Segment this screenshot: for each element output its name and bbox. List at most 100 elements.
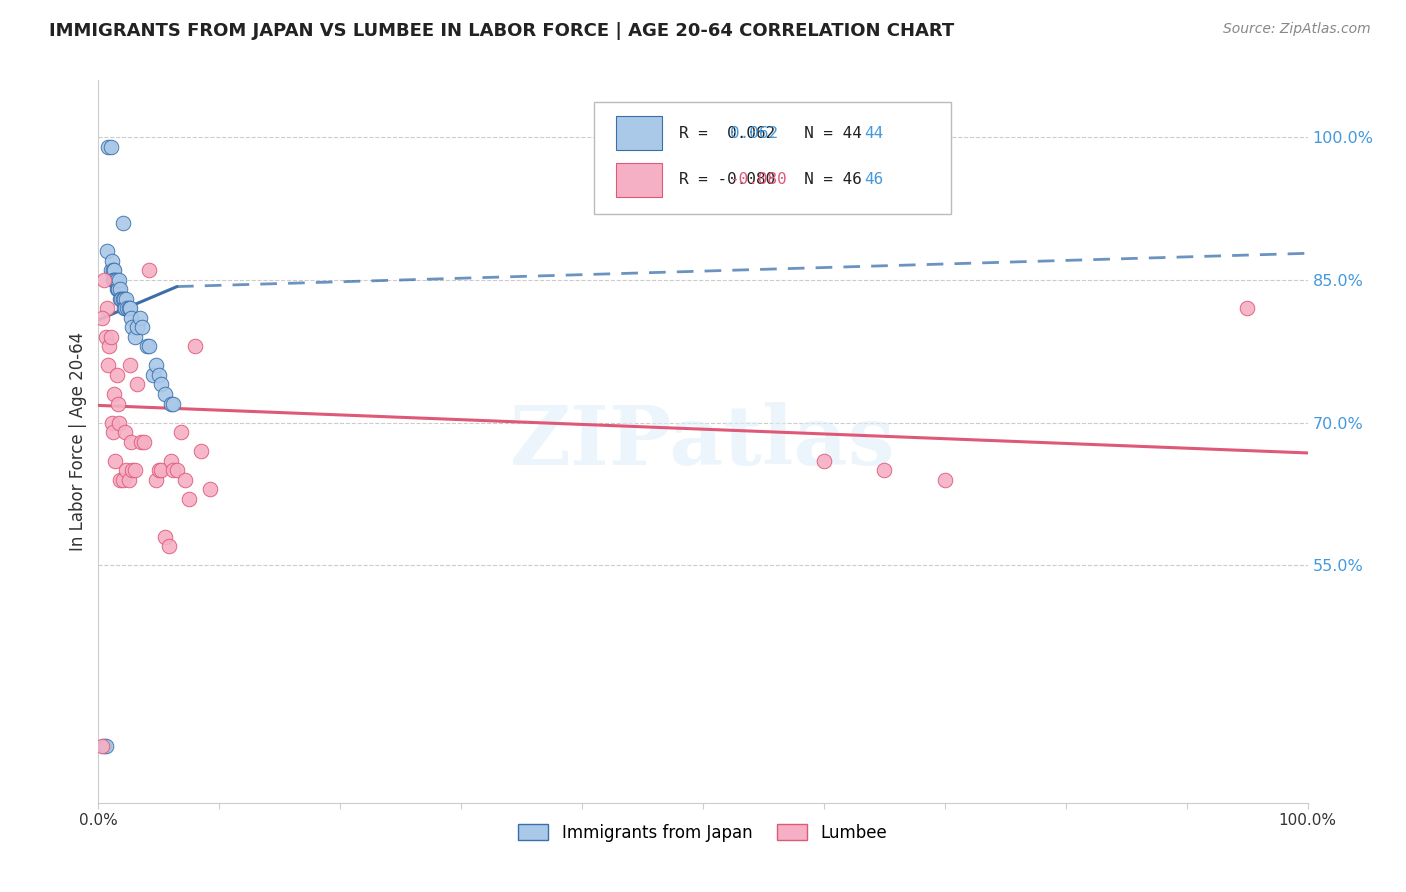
- Text: R = -0.080   N = 46: R = -0.080 N = 46: [679, 172, 862, 187]
- Y-axis label: In Labor Force | Age 20-64: In Labor Force | Age 20-64: [69, 332, 87, 551]
- Point: [112, 292, 135, 306]
- Text: 0.062: 0.062: [730, 126, 778, 141]
- Point: [97, 140, 120, 154]
- Point: [813, 453, 835, 467]
- Point: [124, 330, 146, 344]
- Point: [97, 359, 120, 373]
- Point: [108, 416, 131, 430]
- Point: [153, 387, 176, 401]
- Text: R =  0.062   N = 44: R = 0.062 N = 44: [679, 126, 862, 141]
- Point: [118, 473, 141, 487]
- Point: [100, 140, 122, 154]
- FancyBboxPatch shape: [595, 102, 950, 214]
- Point: [108, 273, 131, 287]
- Point: [124, 463, 146, 477]
- Point: [135, 339, 157, 353]
- Point: [111, 292, 134, 306]
- Point: [142, 368, 165, 382]
- Point: [150, 377, 173, 392]
- Point: [101, 263, 124, 277]
- Point: [169, 425, 191, 439]
- Point: [873, 463, 896, 477]
- Point: [162, 463, 184, 477]
- Text: -0.080: -0.080: [730, 172, 787, 187]
- Point: [118, 301, 141, 316]
- Point: [115, 463, 138, 477]
- Point: [107, 282, 129, 296]
- Point: [101, 425, 124, 439]
- Point: [127, 377, 149, 392]
- Point: [111, 473, 134, 487]
- Point: [157, 539, 180, 553]
- Text: ZIPatlas: ZIPatlas: [510, 401, 896, 482]
- Point: [117, 301, 139, 316]
- Point: [104, 273, 127, 287]
- Point: [145, 359, 167, 373]
- Point: [934, 473, 956, 487]
- Point: [148, 463, 170, 477]
- Point: [93, 273, 115, 287]
- Point: [100, 253, 122, 268]
- Point: [131, 320, 153, 334]
- Point: [121, 463, 143, 477]
- Point: [184, 339, 207, 353]
- Point: [145, 473, 167, 487]
- Point: [138, 339, 160, 353]
- Point: [138, 263, 160, 277]
- Point: [120, 434, 142, 449]
- Point: [150, 463, 173, 477]
- Point: [93, 739, 115, 753]
- Point: [96, 244, 118, 259]
- Point: [198, 482, 221, 496]
- Point: [96, 301, 118, 316]
- Point: [115, 292, 138, 306]
- Point: [128, 310, 150, 325]
- Point: [108, 292, 131, 306]
- Point: [110, 292, 132, 306]
- Point: [108, 282, 131, 296]
- Point: [107, 396, 129, 410]
- Point: [91, 739, 114, 753]
- Point: [91, 310, 114, 325]
- Point: [120, 310, 142, 325]
- Point: [114, 301, 136, 316]
- Bar: [616, 116, 662, 151]
- Point: [148, 368, 170, 382]
- Point: [1236, 301, 1258, 316]
- Point: [108, 473, 131, 487]
- Point: [104, 453, 127, 467]
- Point: [101, 273, 124, 287]
- Point: [94, 330, 117, 344]
- Point: [103, 263, 125, 277]
- Point: [105, 273, 128, 287]
- Point: [127, 320, 149, 334]
- Point: [105, 282, 128, 296]
- Text: 44: 44: [863, 126, 883, 141]
- Point: [134, 434, 156, 449]
- Legend: Immigrants from Japan, Lumbee: Immigrants from Japan, Lumbee: [512, 817, 894, 848]
- Point: [103, 273, 125, 287]
- Point: [100, 416, 122, 430]
- Point: [103, 387, 125, 401]
- Point: [153, 530, 176, 544]
- Text: 46: 46: [863, 172, 883, 187]
- Point: [118, 301, 141, 316]
- Point: [174, 473, 197, 487]
- Point: [112, 301, 135, 316]
- Point: [160, 453, 183, 467]
- Point: [190, 444, 212, 458]
- Point: [118, 359, 141, 373]
- Point: [111, 216, 134, 230]
- Point: [179, 491, 201, 506]
- Point: [166, 463, 188, 477]
- Point: [162, 396, 184, 410]
- Point: [107, 282, 129, 296]
- Point: [100, 263, 122, 277]
- Point: [121, 320, 143, 334]
- Point: [98, 339, 121, 353]
- Point: [160, 396, 183, 410]
- Text: IMMIGRANTS FROM JAPAN VS LUMBEE IN LABOR FORCE | AGE 20-64 CORRELATION CHART: IMMIGRANTS FROM JAPAN VS LUMBEE IN LABOR…: [49, 22, 955, 40]
- Point: [94, 739, 117, 753]
- Point: [100, 330, 122, 344]
- Point: [105, 368, 128, 382]
